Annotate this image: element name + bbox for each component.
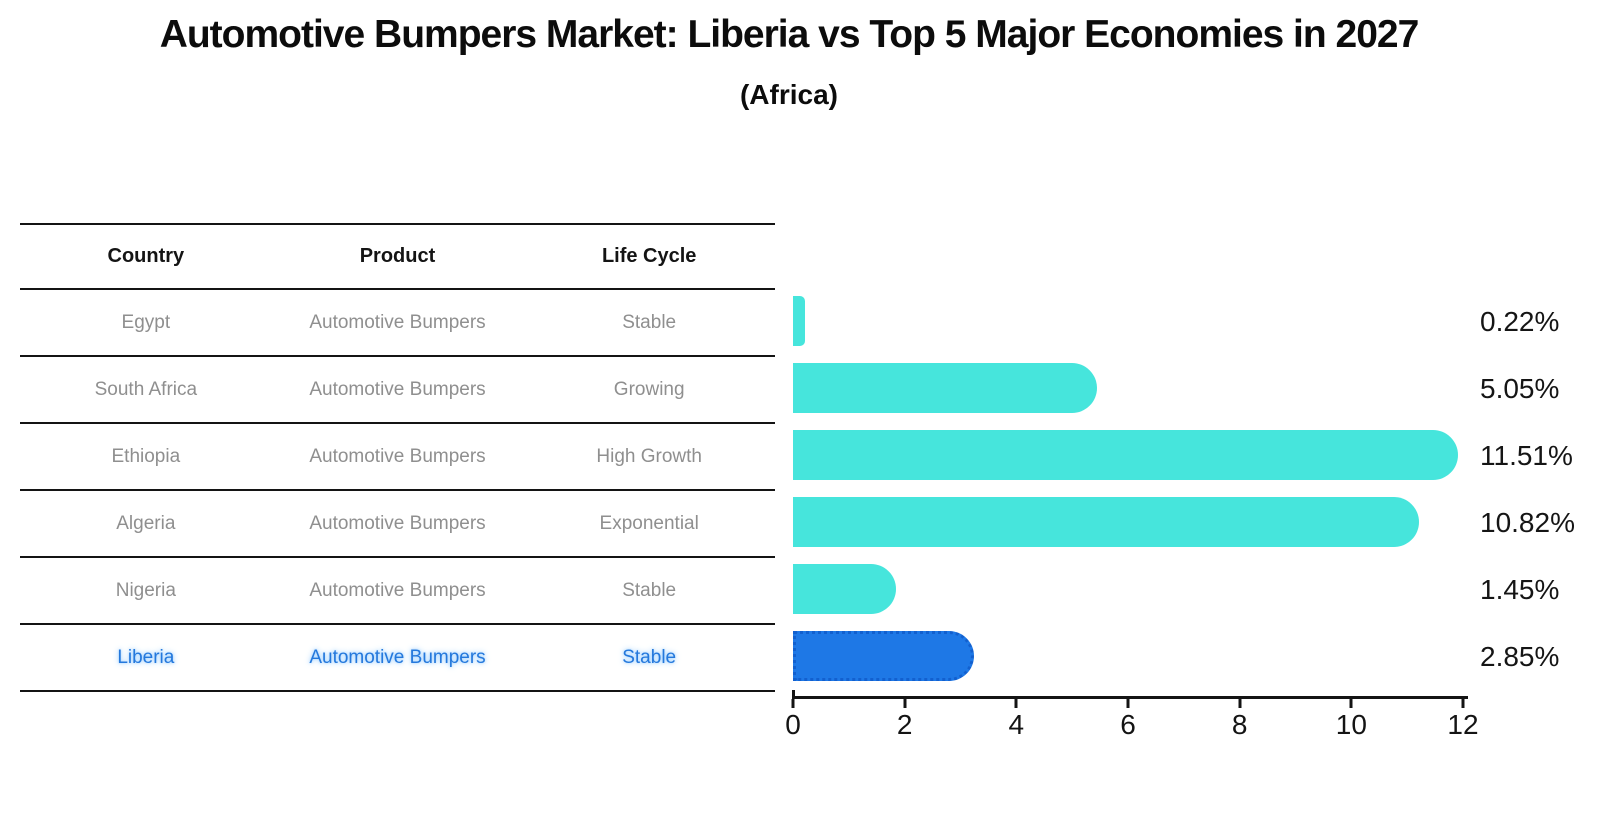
x-axis-line: 0 2 4 6 8 10 12 <box>785 690 1479 740</box>
x-axis-tick-label: 10 <box>1335 709 1367 740</box>
x-axis-tick <box>1349 699 1353 708</box>
table-row: Nigeria Automotive Bumpers Stable <box>20 558 775 625</box>
bar-value-label: 10.82% <box>1480 506 1575 538</box>
bar-algeria <box>793 497 1420 547</box>
life-cycle-cell: Growing <box>613 378 685 400</box>
product-cell: Automotive Bumpers <box>309 445 486 467</box>
bar-row <box>793 556 1463 623</box>
x-axis-tick-label: 2 <box>896 709 913 740</box>
country-cell: South Africa <box>94 378 198 400</box>
bar-liberia-highlight <box>793 631 975 681</box>
x-axis-left-stub <box>792 690 795 699</box>
table-header-country: Country <box>107 245 185 267</box>
x-axis-tick-label: 6 <box>1120 709 1136 740</box>
bar-row <box>793 422 1463 489</box>
life-cycle-cell: Stable <box>622 311 677 333</box>
table-row: Liberia Automotive Bumpers Stable <box>20 625 775 692</box>
country-cell: Nigeria <box>115 579 176 601</box>
country-table: Country Product Life Cycle Egypt Automoti… <box>20 223 775 692</box>
bar-nigeria <box>793 564 896 614</box>
table-row: Ethiopia Automotive Bumpers High Growth <box>20 424 775 491</box>
life-cycle-cell: Stable <box>622 646 677 668</box>
bar-ethiopia <box>793 430 1458 480</box>
bar-plot-area <box>793 288 1463 690</box>
table-header-row: Country Product Life Cycle <box>20 225 775 290</box>
x-axis-tick <box>1126 699 1130 708</box>
table-row: Egypt Automotive Bumpers Stable <box>20 290 775 357</box>
x-axis-tick <box>1461 699 1465 708</box>
x-axis-tick <box>903 699 907 708</box>
x-axis-tick-label: 12 <box>1447 709 1479 740</box>
table-row: South Africa Automotive Bumpers Growing <box>20 357 775 424</box>
product-cell: Automotive Bumpers <box>309 646 486 668</box>
product-cell: Automotive Bumpers <box>309 579 486 601</box>
bar-row <box>793 288 1463 355</box>
table-row: Algeria Automotive Bumpers Exponential <box>20 491 775 558</box>
country-cell: Egypt <box>121 311 171 333</box>
product-cell: Automotive Bumpers <box>309 378 486 400</box>
bar-egypt <box>793 296 806 346</box>
x-axis-tick-label: 0 <box>785 709 801 740</box>
bar-south-africa <box>793 363 1097 413</box>
bar-value-label: 5.05% <box>1480 372 1560 404</box>
chart-title: Automotive Bumpers Market: Liberia vs To… <box>159 13 1420 56</box>
country-cell: Algeria <box>116 512 176 534</box>
table-header-life-cycle: Life Cycle <box>601 245 697 267</box>
x-axis-tick <box>1238 699 1242 708</box>
life-cycle-cell: High Growth <box>596 445 702 467</box>
table-header-product: Product <box>359 245 436 267</box>
product-cell: Automotive Bumpers <box>309 311 486 333</box>
x-axis-tick-label: 4 <box>1008 709 1025 740</box>
country-cell: Liberia <box>117 646 175 668</box>
bar-value-label: 0.22% <box>1480 305 1560 337</box>
country-cell: Ethiopia <box>111 445 181 467</box>
chart-subtitle: (Africa) <box>739 79 838 110</box>
table-body: Egypt Automotive Bumpers Stable South Afric… <box>20 290 775 692</box>
x-axis-tick-label: 8 <box>1231 709 1248 740</box>
bar-row <box>793 355 1463 422</box>
product-cell: Automotive Bumpers <box>309 512 486 534</box>
bar-value-label: 1.45% <box>1480 573 1560 605</box>
bar-row <box>793 489 1463 556</box>
bar-row <box>793 623 1463 690</box>
bar-value-label: 11.51% <box>1480 439 1573 471</box>
x-axis-tick <box>1014 699 1018 708</box>
life-cycle-cell: Exponential <box>599 512 699 534</box>
bar-value-label: 2.85% <box>1480 640 1560 672</box>
x-axis-tick <box>791 699 795 708</box>
life-cycle-cell: Stable <box>622 579 677 601</box>
